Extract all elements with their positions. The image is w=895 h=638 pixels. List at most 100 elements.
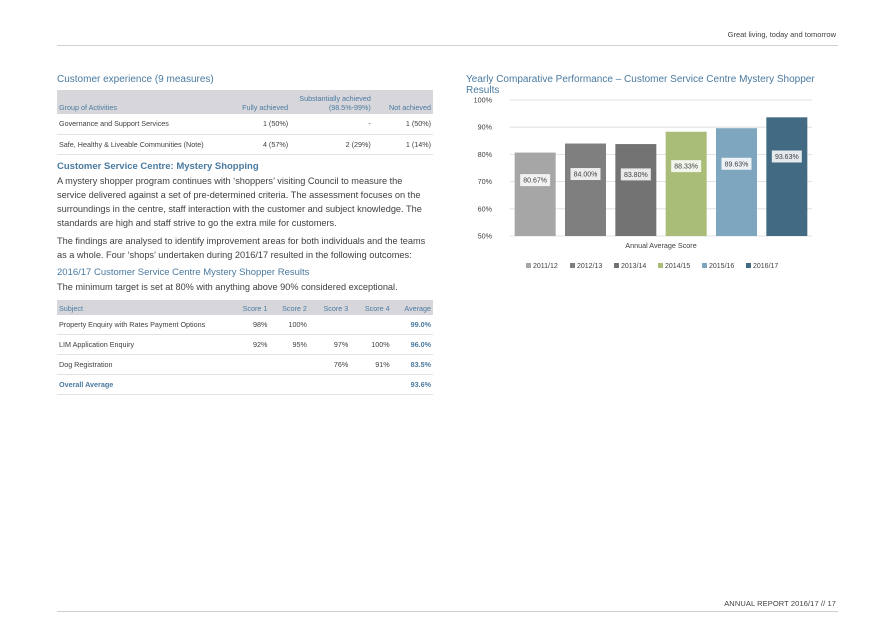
shopper-col-score2: Score 2 bbox=[269, 299, 309, 315]
bar bbox=[766, 117, 808, 236]
shopper-col-average: Average bbox=[391, 299, 433, 315]
cell: Dog Registration bbox=[57, 354, 230, 375]
shopper-col-subject: Subject bbox=[57, 299, 230, 315]
legend-entry: 2016/17 bbox=[753, 263, 778, 270]
header-divider bbox=[57, 45, 838, 46]
y-tick-label: 80% bbox=[478, 150, 493, 159]
data-label: 93.63% bbox=[775, 154, 799, 161]
mystery-paragraph-1: A mystery shopper program continues with… bbox=[57, 175, 422, 228]
cell: 98% bbox=[229, 314, 270, 335]
data-label: 84.00% bbox=[574, 172, 598, 179]
empty-cell bbox=[350, 374, 392, 395]
legend-swatch bbox=[702, 263, 707, 268]
cell: 95% bbox=[269, 334, 309, 355]
legend-swatch bbox=[614, 263, 619, 268]
footer-divider bbox=[57, 611, 838, 612]
data-label: 80.67% bbox=[523, 178, 547, 185]
cell: 76% bbox=[308, 354, 351, 375]
overall-average-row: Overall Average 93.6% bbox=[57, 374, 433, 395]
data-label-box bbox=[620, 168, 651, 181]
experience-col-fully: Fully achieved bbox=[229, 90, 291, 114]
bar bbox=[565, 143, 606, 236]
empty-cell bbox=[229, 374, 270, 395]
average-cell: 83.5% bbox=[391, 354, 433, 375]
empty-cell bbox=[308, 374, 351, 395]
legend-swatch bbox=[570, 263, 575, 268]
cell: 100% bbox=[269, 314, 309, 335]
header-tagline: Great living, today and tomorrow bbox=[727, 30, 836, 39]
y-tick-label: 70% bbox=[478, 177, 493, 186]
data-label: 83.80% bbox=[624, 172, 648, 179]
y-tick-label: 60% bbox=[478, 204, 493, 213]
y-tick-label: 90% bbox=[478, 123, 493, 132]
legend-swatch bbox=[658, 263, 663, 268]
data-label-box bbox=[721, 157, 752, 170]
mystery-paragraph-2: The findings are analysed to identify im… bbox=[57, 235, 426, 260]
y-tick-label: 100% bbox=[474, 96, 493, 105]
shopper-results-table: Subject Score 1 Score 2 Score 3 Score 4 … bbox=[57, 299, 433, 395]
shopper-col-score3: Score 3 bbox=[308, 299, 351, 315]
chart-title: Yearly Comparative Performance – Custome… bbox=[466, 74, 815, 96]
data-label-box bbox=[570, 168, 601, 181]
legend-swatch bbox=[526, 263, 531, 268]
experience-col-substantially: Substantially achieved (98.5%-99%) bbox=[290, 90, 373, 114]
footer-page-label: ANNUAL REPORT 2016/17 // 17 bbox=[724, 599, 836, 608]
right-column: Yearly Comparative Performance – Custome… bbox=[466, 74, 838, 270]
data-label: 88.33% bbox=[674, 164, 698, 171]
experience-col-not: Not achieved bbox=[372, 90, 433, 114]
cell bbox=[350, 314, 392, 335]
shopper-col-score4: Score 4 bbox=[350, 299, 392, 315]
cell: - bbox=[290, 114, 373, 135]
legend-entry: 2015/16 bbox=[709, 263, 734, 270]
data-label-box bbox=[671, 160, 702, 173]
overall-average-label: Overall Average bbox=[57, 374, 230, 395]
cell: 97% bbox=[308, 334, 351, 355]
data-label-box bbox=[771, 150, 802, 163]
cell: 1 (14%) bbox=[372, 134, 433, 155]
overall-average-value: 93.6% bbox=[391, 374, 433, 395]
bar-chart: 50% 60% 70% 80% 90% 100% 80.67% 84.00% 83.80% 88.… bbox=[474, 96, 812, 270]
results-heading: 2016/17 Customer Service Centre Mystery … bbox=[57, 266, 310, 278]
cell: 92% bbox=[229, 334, 270, 355]
empty-cell bbox=[269, 374, 309, 395]
x-axis-label: Annual Average Score bbox=[625, 241, 696, 250]
cell: Governance and Support Services bbox=[57, 114, 230, 135]
shopper-col-score1: Score 1 bbox=[229, 299, 270, 315]
table-row: Dog Registration 76% 91% 83.5% bbox=[57, 354, 433, 375]
left-column: Customer experience (9 measures) Group o… bbox=[57, 74, 433, 395]
table-row: LIM Application Enquiry 92% 95% 97% 100%… bbox=[57, 334, 433, 355]
mystery-heading: Customer Service Centre: Mystery Shoppin… bbox=[57, 160, 259, 172]
cell: Safe, Healthy & Liveable Communities (No… bbox=[57, 134, 230, 155]
cell: 4 (57%) bbox=[229, 134, 291, 155]
cell: Property Enquiry with Rates Payment Opti… bbox=[57, 314, 230, 335]
average-cell: 99.0% bbox=[391, 314, 433, 335]
cell bbox=[229, 354, 270, 375]
bar bbox=[716, 128, 757, 236]
data-label: 89.63% bbox=[725, 161, 749, 168]
cell: 2 (29%) bbox=[290, 134, 373, 155]
bar bbox=[615, 144, 657, 236]
experience-col-group: Group of Activities bbox=[57, 90, 230, 114]
target-text: The minimum target is set at 80% with an… bbox=[57, 281, 398, 292]
y-tick-label: 50% bbox=[478, 232, 493, 241]
experience-header-row: Group of Activities Fully achieved Subst… bbox=[57, 90, 433, 114]
table-row: Safe, Healthy & Liveable Communities (No… bbox=[57, 134, 433, 155]
cell: 1 (50%) bbox=[229, 114, 291, 135]
cell: 100% bbox=[350, 334, 392, 355]
legend-swatch bbox=[746, 263, 751, 268]
experience-title: Customer experience (9 measures) bbox=[57, 74, 214, 85]
cell: 91% bbox=[350, 354, 392, 375]
legend-entry: 2011/12 bbox=[533, 263, 558, 270]
table-row: Governance and Support Services 1 (50%) … bbox=[57, 114, 433, 135]
legend-entry: 2012/13 bbox=[577, 263, 602, 270]
legend-entry: 2014/15 bbox=[665, 263, 690, 270]
bar bbox=[514, 152, 556, 236]
cell bbox=[308, 314, 351, 335]
average-cell: 96.0% bbox=[391, 334, 433, 355]
table-row: Property Enquiry with Rates Payment Opti… bbox=[57, 314, 433, 335]
experience-table: Group of Activities Fully achieved Subst… bbox=[57, 90, 433, 155]
data-label-box bbox=[520, 174, 551, 187]
cell: 1 (50%) bbox=[372, 114, 433, 135]
bar bbox=[665, 131, 707, 236]
legend-entry: 2013/14 bbox=[621, 263, 646, 270]
